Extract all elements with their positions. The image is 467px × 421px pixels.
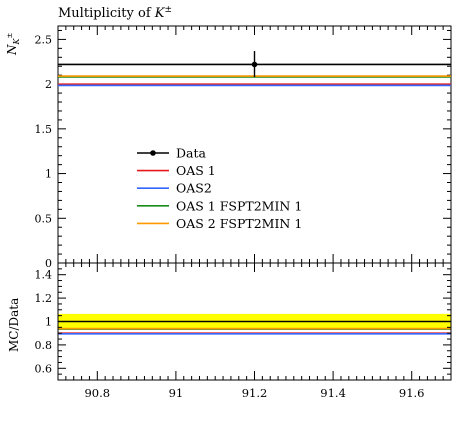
legend-label: OAS2: [176, 181, 212, 196]
legend-label: Data: [176, 146, 206, 161]
legend-label: OAS 1: [176, 163, 216, 178]
y-axis-label-ratio: MC/Data: [7, 298, 21, 352]
main-y-tick-label: 1: [45, 168, 52, 181]
ratio-series-lines: [58, 320, 451, 335]
ratio-x-ticks: 90.8 91 91.2 91.4 91.6: [57, 263, 452, 400]
x-tick-label: 91.6: [399, 386, 425, 400]
ratio-panel: 0.6 0.8 1 1.2 1.4 90.8 91 91.2 91.4 91.6: [35, 262, 452, 400]
ratio-y-ticks: 0.6 0.8 1 1.2 1.4: [35, 262, 451, 381]
legend-label: OAS 1 FSPT2MIN 1: [176, 198, 302, 213]
chart-title: Multiplicity of K±: [58, 5, 172, 21]
main-y-tick-label: 1.5: [35, 123, 53, 136]
ratio-y-tick-label: 1: [45, 316, 52, 329]
main-y-ticks: 0 0.5 1 1.5 2 2.5: [35, 29, 451, 270]
main-y-tick-label: 0.5: [35, 212, 53, 225]
ratio-y-tick-label: 0.6: [35, 362, 53, 375]
legend-label: OAS 2 FSPT2MIN 1: [176, 216, 302, 231]
main-y-tick-label: 2.5: [35, 33, 53, 46]
x-tick-label: 91.4: [320, 386, 346, 400]
main-y-tick-label: 2: [45, 78, 52, 91]
ratio-y-tick-label: 1.4: [35, 269, 53, 282]
main-y-tick-label: 0: [45, 257, 52, 270]
data-point-group: [251, 51, 258, 77]
x-tick-label: 91: [169, 386, 184, 400]
main-x-ticks: [57, 26, 452, 263]
x-tick-label: 90.8: [84, 386, 110, 400]
ratio-y-tick-label: 0.8: [35, 339, 53, 352]
y-axis-label-main: NK±: [5, 33, 21, 56]
main-panel: 0 0.5 1 1.5 2 2.5: [35, 25, 452, 270]
data-point-marker: [251, 61, 258, 68]
ratio-y-tick-label: 1.2: [35, 292, 53, 305]
legend-marker: [150, 150, 156, 156]
legend: Data OAS 1 OAS2 OAS 1 FSPT2MIN 1 OAS 2 FSPT2…: [137, 146, 302, 231]
x-tick-label: 91.2: [242, 386, 268, 400]
